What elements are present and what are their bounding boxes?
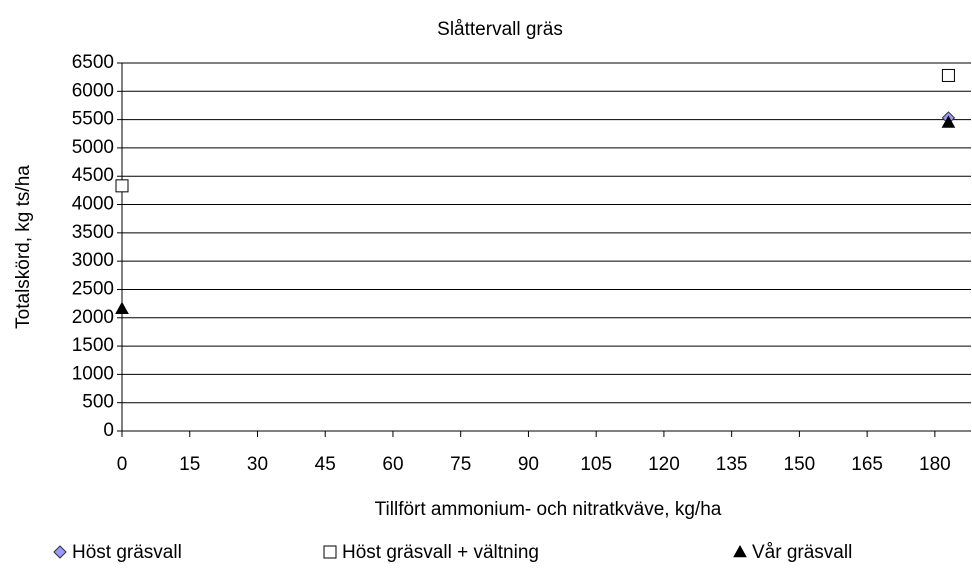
y-tick-label: 3500 xyxy=(72,222,114,243)
x-axis-label: Tillfört ammonium- och nitratkväve, kg/h… xyxy=(375,499,722,520)
y-tick-label: 4000 xyxy=(72,194,114,215)
x-tick-label: 75 xyxy=(450,454,471,475)
y-tick-label: 1500 xyxy=(72,335,114,356)
x-tick-label: 150 xyxy=(784,454,816,475)
x-tick-label: 120 xyxy=(648,454,680,475)
x-tick-label: 45 xyxy=(315,454,336,475)
x-tick-label: 135 xyxy=(716,454,748,475)
x-tick-label: 0 xyxy=(117,454,128,475)
y-axis-label: Totalskörd, kg ts/ha xyxy=(13,165,34,329)
y-tick-label: 0 xyxy=(103,420,114,441)
square-marker xyxy=(323,545,337,559)
y-tick-label: 500 xyxy=(82,392,114,413)
chart-title: Slåttervall gräs xyxy=(437,19,563,40)
y-tick-label: 6500 xyxy=(72,52,114,73)
y-tick-label: 5500 xyxy=(72,109,114,130)
x-tick-label: 15 xyxy=(179,454,200,475)
y-tick-label: 2500 xyxy=(72,278,114,299)
x-tick-label: 30 xyxy=(247,454,268,475)
diamond-marker xyxy=(53,545,67,559)
triangle-marker xyxy=(115,301,129,315)
x-tick-label: 90 xyxy=(518,454,539,475)
legend-label: Höst gräsvall xyxy=(72,542,182,563)
x-tick-label: 60 xyxy=(382,454,403,475)
legend-label: Höst gräsvall + vältning xyxy=(342,542,539,563)
square-marker xyxy=(115,179,129,193)
y-tick-label: 2000 xyxy=(72,307,114,328)
x-tick-label: 165 xyxy=(851,454,883,475)
y-tick-label: 1000 xyxy=(72,363,114,384)
y-tick-label: 5000 xyxy=(72,137,114,158)
square-marker xyxy=(941,68,955,82)
y-tick-label: 3000 xyxy=(72,250,114,271)
triangle-marker xyxy=(733,544,747,558)
x-tick-label: 180 xyxy=(919,454,951,475)
y-tick-label: 4500 xyxy=(72,165,114,186)
y-tick-label: 6000 xyxy=(72,80,114,101)
x-tick-label: 105 xyxy=(580,454,612,475)
legend-label: Vår gräsvall xyxy=(752,542,852,563)
triangle-marker xyxy=(941,115,956,128)
